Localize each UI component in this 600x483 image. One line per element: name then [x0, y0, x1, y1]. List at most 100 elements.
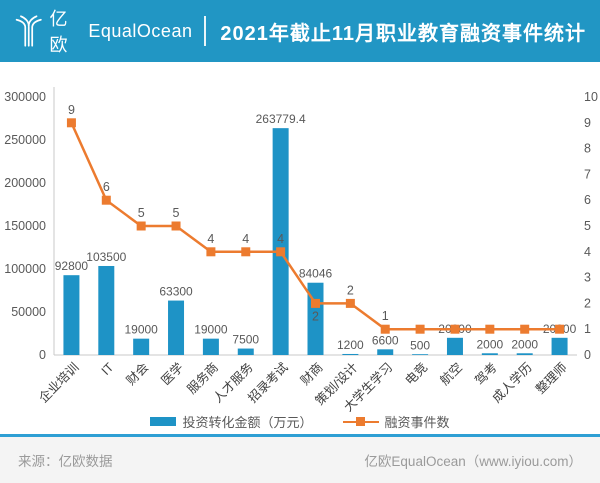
x-axis-category-label: 财商: [297, 360, 325, 388]
line-series-swatch: [342, 417, 379, 426]
x-axis-category-label: 整理师: [533, 360, 570, 397]
line-value-label: 4: [242, 232, 249, 246]
right-axis-tick-label: 7: [584, 167, 591, 181]
line-marker: [66, 118, 76, 128]
legend-item-bar: 投资转化金额（万元）: [150, 412, 313, 431]
bar: [551, 337, 568, 355]
header-banner: 亿欧 EqualOcean 2021年截止11月职业教育融资事件统计: [0, 0, 600, 62]
left-axis-tick-label: 100000: [4, 262, 46, 276]
line-value-label: 1: [382, 309, 389, 323]
bar: [481, 353, 498, 355]
line-marker: [311, 298, 320, 308]
right-axis-tick-label: 4: [584, 245, 591, 259]
right-axis-tick-label: 0: [584, 348, 591, 362]
chart-legend: 投资转化金额（万元） 融资事件数: [0, 412, 600, 431]
line-value-label: 2: [312, 309, 319, 323]
bar-value-label: 500: [410, 339, 430, 353]
line-marker: [206, 247, 216, 257]
line-marker: [415, 324, 425, 334]
legend-item-line: 融资事件数: [342, 412, 450, 431]
bar-value-label: 92800: [55, 259, 89, 273]
right-axis-tick-label: 3: [584, 271, 591, 285]
brand-logo: 亿欧 EqualOcean: [14, 5, 192, 57]
line-marker: [241, 247, 251, 257]
line-value-label: 4: [277, 232, 284, 246]
left-axis-tick-label: 0: [39, 348, 46, 362]
line-marker: [276, 247, 286, 257]
right-axis-tick-label: 9: [584, 116, 591, 130]
left-axis-tick-label: 300000: [4, 90, 46, 104]
x-axis-category-label: 财会: [124, 360, 152, 388]
bar: [133, 338, 150, 355]
page-title: 2021年截止11月职业教育融资事件统计: [220, 22, 586, 45]
bar-value-label: 103500: [86, 250, 126, 264]
bar-value-label: 2000: [511, 337, 538, 351]
bar-value-label: 63300: [159, 285, 193, 299]
line-value-label: 9: [68, 103, 75, 117]
left-axis-tick-label: 150000: [4, 219, 46, 233]
combo-chart: 0 50000 100000 150000 200000 250000 300000 0 1 2 3…: [4, 87, 598, 414]
chart-area: 0 50000 100000 150000 200000 250000 300000 0 1 2 3…: [0, 62, 600, 434]
line-marker: [450, 324, 460, 334]
line-swatch-marker: [355, 417, 365, 426]
bar: [516, 353, 533, 355]
line-value-label: 4: [207, 232, 214, 246]
x-axis-category-label: 航空: [437, 360, 465, 388]
line-value-label: 2: [347, 283, 354, 297]
line-marker: [171, 221, 181, 231]
x-axis-category-label: 企业培训: [36, 360, 82, 406]
bar: [446, 337, 463, 355]
line-marker: [380, 324, 390, 334]
bar: [412, 354, 429, 355]
left-axis-tick-label: 250000: [4, 133, 46, 147]
bar: [342, 353, 359, 355]
line-marker: [345, 298, 355, 308]
source-text: 来源：亿欧数据: [18, 454, 113, 469]
bar: [168, 300, 185, 355]
right-axis-tick-label: 2: [584, 296, 591, 310]
line-marker: [101, 195, 111, 205]
footer: 来源：亿欧数据 亿欧EqualOcean（www.iyiou.com）: [0, 437, 600, 483]
site-text: 亿欧EqualOcean（www.iyiou.com）: [364, 454, 582, 469]
footer-divider-line: [0, 434, 600, 437]
line-marker: [136, 221, 146, 231]
x-axis-category-label: 医学: [158, 360, 186, 388]
right-axis-tick-label: 1: [584, 322, 591, 336]
bar-value-label: 19000: [124, 323, 158, 337]
bar-value-label: 6600: [372, 333, 399, 347]
left-axis-tick-label: 200000: [4, 176, 46, 190]
line-marker: [555, 324, 565, 334]
bar-value-label: 263779.4: [256, 112, 306, 126]
header-divider: [204, 16, 207, 46]
line-marker: [520, 324, 530, 334]
line-value-label: 6: [103, 180, 110, 194]
bar-value-label: 19000: [194, 323, 228, 337]
bar-value-label: 2000: [476, 337, 503, 351]
x-axis-category-label: IT: [99, 360, 117, 378]
line-value-label: 5: [138, 206, 145, 220]
right-axis-tick-label: 8: [584, 142, 591, 156]
x-axis-category-label: 驾考: [472, 360, 500, 388]
right-axis-tick-label: 10: [584, 90, 598, 104]
right-axis-tick-label: 6: [584, 193, 591, 207]
bar-value-label: 1200: [337, 338, 364, 352]
bar: [237, 348, 254, 355]
equalocean-logo-icon: [15, 15, 42, 47]
bar-series-swatch: [150, 417, 177, 426]
line-marker: [485, 324, 495, 334]
right-axis-tick-label: 5: [584, 219, 591, 233]
legend-label-line: 融资事件数: [384, 415, 450, 430]
bar-value-label: 7500: [232, 333, 259, 347]
line-value-label: 5: [173, 206, 180, 220]
logo-text-cn: 亿欧: [49, 9, 69, 55]
bar: [63, 275, 80, 355]
left-axis-tick-label: 50000: [11, 305, 46, 319]
bar: [98, 265, 115, 355]
legend-label-bar: 投资转化金额（万元）: [182, 415, 313, 430]
bar: [377, 349, 394, 355]
x-axis-category-label: 电竞: [403, 360, 431, 388]
logo-text-en: EqualOcean: [88, 20, 193, 41]
bar-value-label: 84046: [299, 267, 333, 281]
bar: [272, 128, 289, 355]
